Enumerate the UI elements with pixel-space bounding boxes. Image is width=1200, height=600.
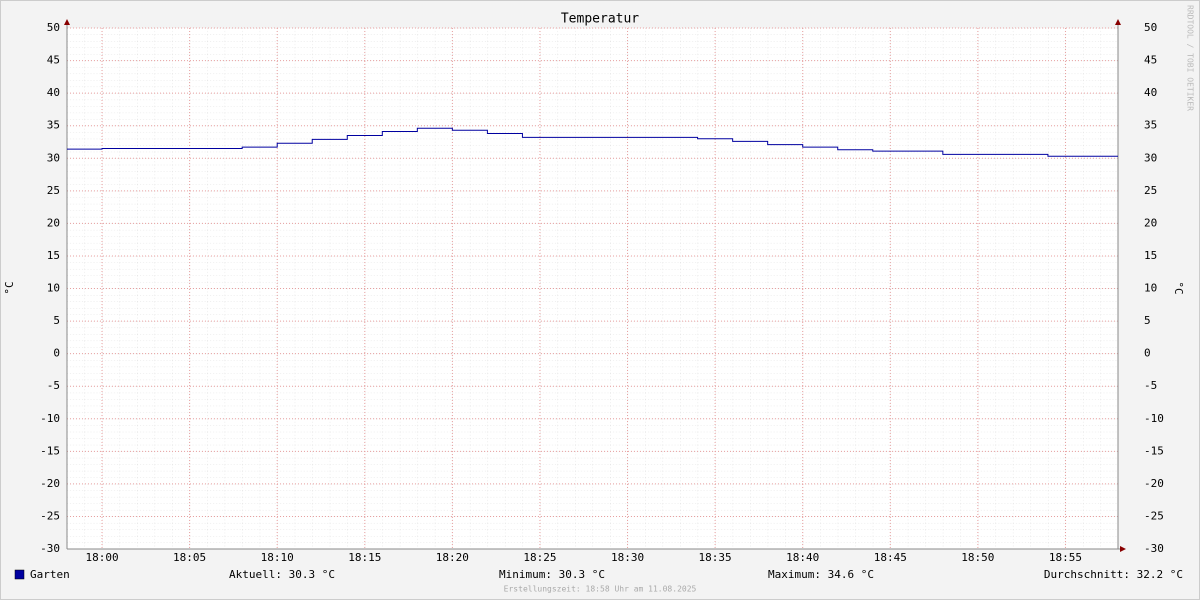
y2-tick-label: -20 [1144, 477, 1164, 490]
stat-unit: °C [861, 568, 874, 581]
axis-arrow [1120, 546, 1126, 552]
grid [67, 27, 1118, 550]
y2-tick-label: 25 [1144, 184, 1157, 197]
y2-tick-label: 50 [1144, 21, 1157, 34]
axis-arrow [1115, 19, 1121, 25]
y-tick-label: -10 [40, 412, 60, 425]
x-tick-label: 18:05 [173, 551, 206, 564]
y2-tick-label: 5 [1144, 314, 1151, 327]
y-tick-label: 50 [47, 21, 60, 34]
footer: Erstellungszeit: 18:58 Uhr am 11.08.2025 [504, 585, 697, 594]
x-tick-label: 18:45 [874, 551, 907, 564]
x-tick-label: 18:10 [261, 551, 294, 564]
stat-unit: °C [592, 568, 605, 581]
x-tick-label: 18:55 [1049, 551, 1082, 564]
legend-swatch [14, 569, 25, 580]
y-tick-label: 10 [47, 282, 60, 295]
legend-label: Garten [30, 568, 70, 581]
stat-label: Durchschnitt: [1044, 568, 1130, 581]
stat-label: Aktuell: [229, 568, 282, 581]
y-tick-label: 15 [47, 249, 60, 262]
stat-value: 30.3 [289, 568, 316, 581]
y2-tick-label: 45 [1144, 54, 1157, 67]
y2-tick-label: 30 [1144, 151, 1157, 164]
stat-unit: °C [322, 568, 335, 581]
stat-value: 34.6 [828, 568, 855, 581]
y-tick-label: 0 [53, 347, 60, 360]
stat-unit: °C [1170, 568, 1183, 581]
stat-value: 30.3 [559, 568, 586, 581]
y-tick-label: 25 [47, 184, 60, 197]
y2-tick-label: -5 [1144, 379, 1157, 392]
y2-tick-label: 35 [1144, 119, 1157, 132]
y-axis-label: °C [3, 281, 16, 294]
stat-value: 32.2 [1137, 568, 1164, 581]
x-tick-label: 18:30 [611, 551, 644, 564]
stat-label: Minimum: [499, 568, 552, 581]
y2-tick-label: -30 [1144, 542, 1164, 555]
y2-tick-label: 40 [1144, 86, 1157, 99]
legend-stat: Maximum: 34.6 °C [768, 568, 874, 581]
axis-arrow [64, 19, 70, 25]
y-tick-label: 20 [47, 216, 60, 229]
y2-tick-label: -15 [1144, 444, 1164, 457]
y-tick-label: 45 [47, 54, 60, 67]
y2-tick-label: 10 [1144, 282, 1157, 295]
y2-tick-label: 0 [1144, 347, 1151, 360]
x-tick-label: 18:20 [436, 551, 469, 564]
y-tick-label: 5 [53, 314, 60, 327]
y2-tick-label: -10 [1144, 412, 1164, 425]
x-tick-label: 18:40 [786, 551, 819, 564]
series-line [67, 127, 1118, 157]
x-tick-label: 18:15 [348, 551, 381, 564]
y-tick-label: -20 [40, 477, 60, 490]
x-tick-label: 18:25 [523, 551, 556, 564]
chart-title: Temperatur [561, 12, 639, 27]
y2-tick-label: 15 [1144, 249, 1157, 262]
legend-stat: Durchschnitt: 32.2 °C [1044, 568, 1183, 581]
x-tick-label: 18:00 [85, 551, 118, 564]
x-tick-label: 18:50 [961, 551, 994, 564]
y-tick-label: -5 [47, 379, 60, 392]
y-tick-label: -25 [40, 509, 60, 522]
y-tick-label: -15 [40, 444, 60, 457]
stat-label: Maximum: [768, 568, 821, 581]
y2-tick-label: -25 [1144, 509, 1164, 522]
legend-stat: Aktuell: 30.3 °C [229, 568, 335, 581]
watermark: RRDTOOL / TOBI OETIKER [1186, 5, 1195, 111]
y2-axis-label: °C [1172, 281, 1185, 294]
y-tick-label: 35 [47, 119, 60, 132]
legend-stat: Minimum: 30.3 °C [499, 568, 605, 581]
y-tick-label: 30 [47, 151, 60, 164]
y-tick-label: -30 [40, 542, 60, 555]
x-tick-label: 18:35 [699, 551, 732, 564]
y-tick-label: 40 [47, 86, 60, 99]
y2-tick-label: 20 [1144, 216, 1157, 229]
